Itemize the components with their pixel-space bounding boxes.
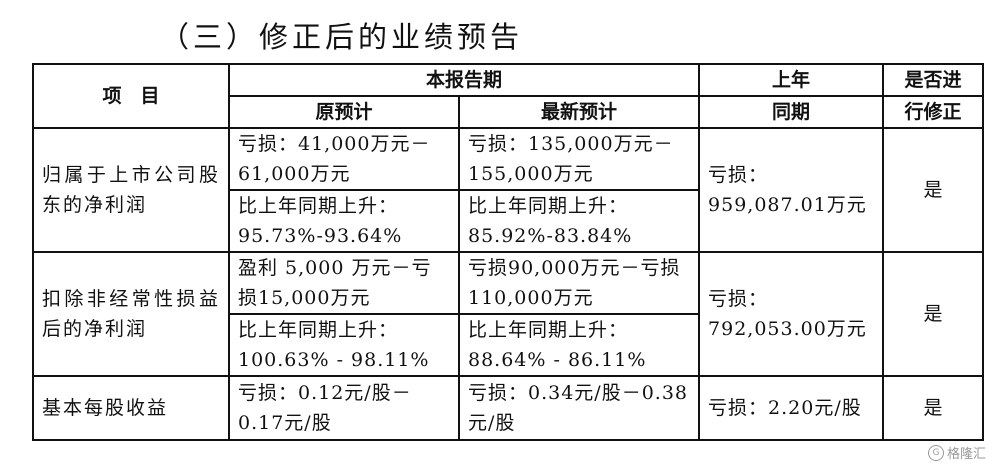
header-item: 项 目 bbox=[32, 63, 230, 129]
latest-amount: 亏损：135,000万元－155,000万元 bbox=[457, 127, 701, 191]
original-amount: 盈利 5,000 万元－亏损15,000万元 bbox=[228, 251, 460, 315]
watermark: G 格隆汇 bbox=[927, 443, 986, 462]
original-amount: 亏损：41,000万元－61,000万元 bbox=[228, 127, 460, 191]
table-row: 比上年同期上升：95.73%-93.64% 比上年同期上升：85.92%-83.… bbox=[33, 189, 983, 253]
table-header-row-2: 原预计 最新预计 同期 行修正 bbox=[33, 95, 985, 129]
table-row: 基本每股收益 亏损：0.12元/股－0.17元/股 亏损：0.34元/股－0.3… bbox=[32, 375, 985, 441]
prior-year-value: 亏损：959,087.01万元 bbox=[698, 127, 885, 253]
latest-amount: 亏损90,000万元－亏损110,000万元 bbox=[457, 251, 701, 315]
revised-flag: 是 bbox=[882, 251, 985, 377]
row-item: 基本每股收益 bbox=[32, 375, 230, 441]
original-amount: 亏损：0.12元/股－0.17元/股 bbox=[228, 375, 460, 441]
original-change: 比上年同期上升：95.73%-93.64% bbox=[228, 189, 460, 253]
prior-year-value: 亏损：2.20元/股 bbox=[698, 375, 885, 441]
revised-flag: 是 bbox=[882, 127, 985, 253]
forecast-table: 项 目 本报告期 上年 是否进 原预计 最新预计 同期 行修正 归属于上市公司股… bbox=[32, 63, 985, 441]
header-prior-year-1: 上年 bbox=[698, 63, 885, 97]
watermark-logo-icon: G bbox=[927, 444, 944, 461]
row-item: 归属于上市公司股东的净利润 bbox=[32, 127, 230, 253]
latest-change: 比上年同期上升：88.64% - 86.11% bbox=[457, 313, 701, 377]
section-title: （三）修正后的业绩预告 bbox=[160, 20, 524, 54]
table-row: 比上年同期上升：100.63% - 98.11% 比上年同期上升：88.64% … bbox=[33, 313, 983, 377]
header-prior-year-2: 同期 bbox=[698, 95, 885, 129]
table-row: 扣除非经常性损益后的净利润 盈利 5,000 万元－亏损15,000万元 亏损9… bbox=[32, 251, 985, 377]
header-revised-2: 行修正 bbox=[882, 95, 985, 129]
watermark-text: 格隆汇 bbox=[946, 447, 986, 462]
revised-flag: 是 bbox=[882, 375, 985, 441]
header-current-period: 本报告期 bbox=[227, 63, 701, 97]
original-change: 比上年同期上升：100.63% - 98.11% bbox=[228, 313, 460, 377]
header-latest-forecast: 最新预计 bbox=[457, 95, 701, 129]
latest-amount: 亏损：0.34元/股－0.38元/股 bbox=[457, 375, 701, 441]
prior-year-value: 亏损：792,053.00万元 bbox=[698, 251, 885, 377]
row-item: 扣除非经常性损益后的净利润 bbox=[32, 251, 230, 377]
header-revised-1: 是否进 bbox=[882, 63, 985, 97]
table-header-row-1: 项 目 本报告期 上年 是否进 bbox=[32, 63, 985, 129]
table-row: 归属于上市公司股东的净利润 亏损：41,000万元－61,000万元 亏损：13… bbox=[32, 127, 985, 253]
latest-change: 比上年同期上升：85.92%-83.84% bbox=[457, 189, 701, 253]
header-original-forecast: 原预计 bbox=[228, 95, 460, 129]
